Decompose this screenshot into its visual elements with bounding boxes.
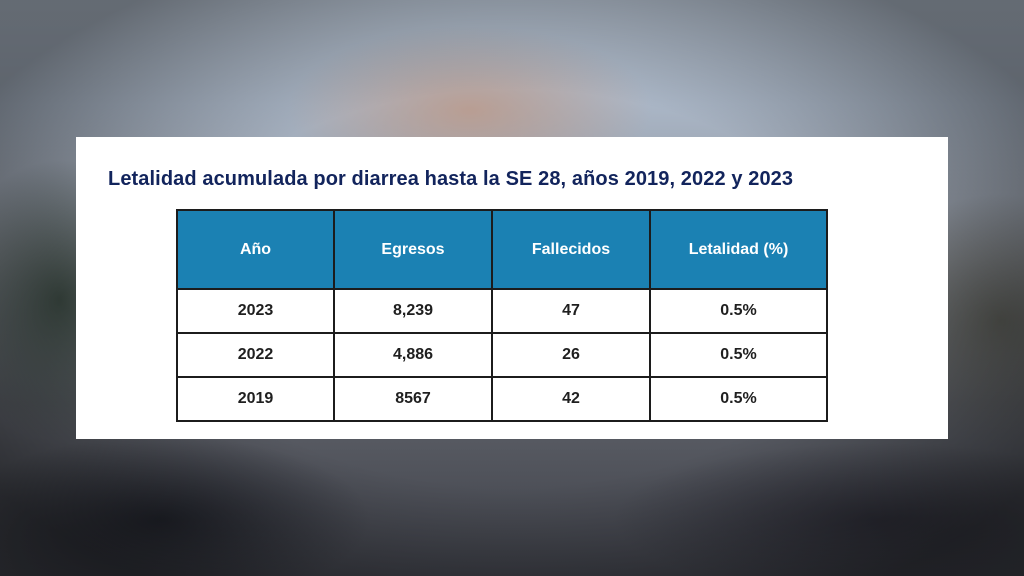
table-row: 2023 8,239 47 0.5% xyxy=(176,288,828,334)
cell-lethality: 0.5% xyxy=(649,376,828,422)
column-header-lethality: Letalidad (%) xyxy=(649,209,828,290)
table-card: Letalidad acumulada por diarrea hasta la… xyxy=(76,137,948,439)
cell-discharges: 4,886 xyxy=(333,332,493,378)
cell-year: 2023 xyxy=(176,288,335,334)
column-header-deaths: Fallecidos xyxy=(491,209,651,290)
cell-deaths: 42 xyxy=(491,376,651,422)
table-title: Letalidad acumulada por diarrea hasta la… xyxy=(108,168,794,190)
table-row: 2019 8567 42 0.5% xyxy=(176,376,828,422)
column-header-year: Año xyxy=(176,209,335,290)
cell-lethality: 0.5% xyxy=(649,332,828,378)
lethality-table: Año Egresos Fallecidos Letalidad (%) 202… xyxy=(176,209,828,422)
table-header-row: Año Egresos Fallecidos Letalidad (%) xyxy=(176,209,828,290)
cell-lethality: 0.5% xyxy=(649,288,828,334)
column-header-discharges: Egresos xyxy=(333,209,493,290)
cell-discharges: 8,239 xyxy=(333,288,493,334)
cell-year: 2019 xyxy=(176,376,335,422)
cell-discharges: 8567 xyxy=(333,376,493,422)
cell-year: 2022 xyxy=(176,332,335,378)
table-row: 2022 4,886 26 0.5% xyxy=(176,332,828,378)
cell-deaths: 47 xyxy=(491,288,651,334)
cell-deaths: 26 xyxy=(491,332,651,378)
